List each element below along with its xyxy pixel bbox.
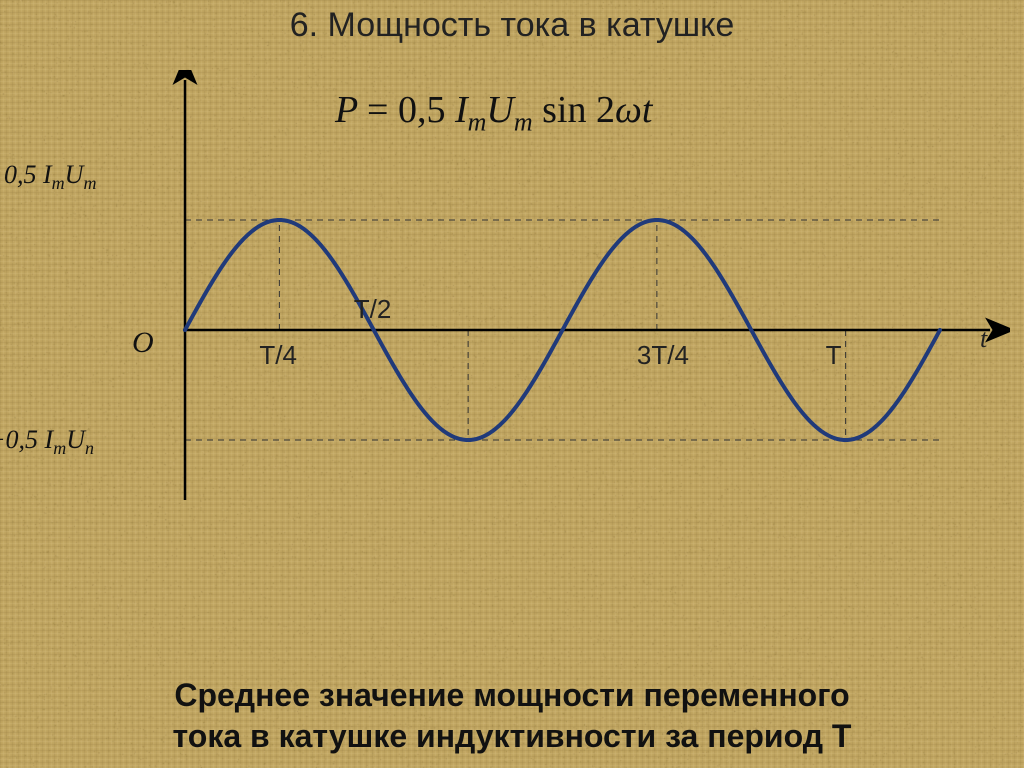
slide-title: 6. Мощность тока в катушке <box>0 6 1024 45</box>
xtick-T-2: T/2 <box>354 294 392 325</box>
bottom-line2: тока в катушке индуктивности за период T <box>0 716 1024 758</box>
y-max-label: 0,5 ImUm <box>4 160 96 194</box>
y-min-label: −0,5 ImUn <box>0 425 94 459</box>
t-axis-label: t <box>980 324 987 354</box>
xtick-T: T <box>826 340 842 371</box>
bottom-caption: Среднее значение мощности переменного то… <box>0 675 1024 758</box>
power-chart <box>130 70 1010 510</box>
xtick-T-4: T/4 <box>259 340 297 371</box>
slide-content: 6. Мощность тока в катушке P = 0,5 ImUm … <box>0 0 1024 768</box>
xtick-3T-4: 3T/4 <box>637 340 689 371</box>
bottom-line1: Среднее значение мощности переменного <box>0 675 1024 717</box>
